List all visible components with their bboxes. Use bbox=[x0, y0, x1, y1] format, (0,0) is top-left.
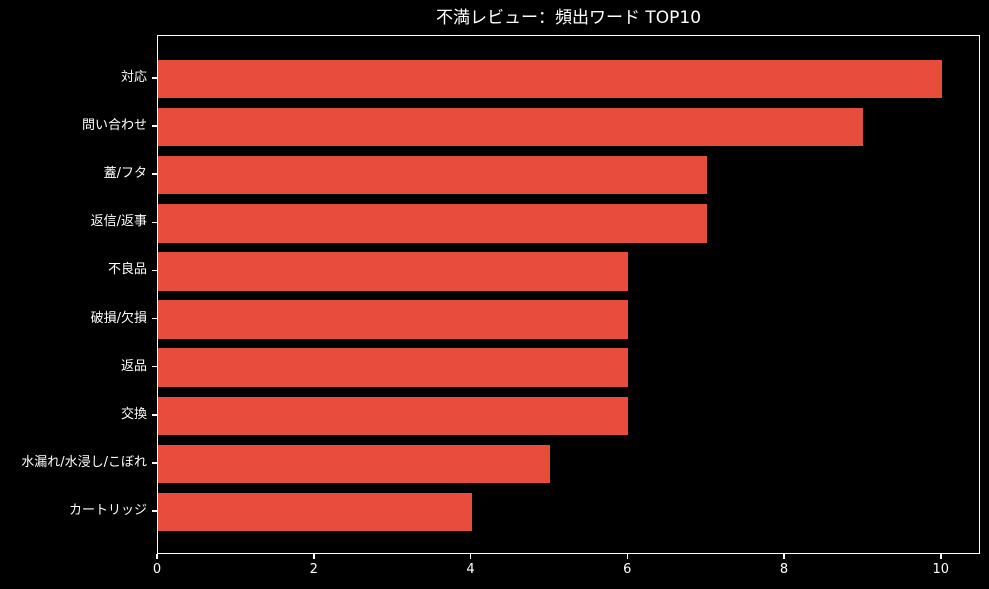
y-tick-label: 返信/返事 bbox=[90, 214, 147, 230]
x-tick-label: 0 bbox=[152, 562, 162, 577]
y-tick-mark bbox=[152, 173, 157, 175]
y-tick-label: 交換 bbox=[120, 406, 147, 422]
x-tick-mark bbox=[626, 554, 629, 559]
x-tick-label: 4 bbox=[466, 562, 475, 577]
y-tick-label: 破損/欠損 bbox=[90, 310, 147, 326]
x-tick-label: 10 bbox=[932, 562, 950, 577]
bar bbox=[158, 444, 550, 484]
plot-area bbox=[157, 35, 980, 554]
bar bbox=[158, 396, 629, 436]
y-tick-label: 不良品 bbox=[107, 262, 147, 278]
y-tick-mark bbox=[152, 317, 157, 320]
y-tick-mark bbox=[152, 125, 157, 127]
y-tick-label: 蓋/フタ bbox=[103, 166, 147, 182]
x-tick-label: 2 bbox=[309, 562, 318, 577]
y-tick-label: 対応 bbox=[120, 69, 147, 85]
x-tick-mark bbox=[783, 554, 785, 559]
y-tick-mark bbox=[152, 221, 157, 224]
y-tick-mark bbox=[152, 510, 157, 512]
bar bbox=[158, 155, 707, 195]
x-tick-mark bbox=[469, 554, 472, 559]
y-tick-label: 水漏れ/水浸し/こぼれ bbox=[21, 455, 147, 470]
x-tick-mark bbox=[156, 554, 158, 559]
y-tick-mark bbox=[152, 77, 157, 79]
x-tick-label: 6 bbox=[623, 562, 632, 577]
bar bbox=[158, 492, 472, 532]
y-tick-mark bbox=[152, 269, 157, 272]
bar bbox=[158, 252, 629, 291]
y-tick-label: 問い合わせ bbox=[81, 117, 147, 133]
chart-title: 不満レビュー：頻出ワード TOP10 bbox=[435, 8, 702, 28]
y-tick-label: カートリッジ bbox=[68, 503, 147, 519]
bar bbox=[158, 300, 629, 339]
y-tick-mark bbox=[152, 365, 157, 368]
x-tick-label: 8 bbox=[779, 562, 789, 577]
bar bbox=[158, 204, 707, 243]
x-tick-mark bbox=[313, 554, 315, 559]
y-tick-label: 返品 bbox=[120, 358, 147, 374]
x-tick-mark bbox=[940, 554, 942, 559]
y-tick-mark bbox=[152, 462, 157, 464]
bar bbox=[158, 59, 942, 99]
y-tick-mark bbox=[152, 414, 157, 416]
bar bbox=[158, 107, 864, 147]
bar bbox=[158, 348, 629, 387]
